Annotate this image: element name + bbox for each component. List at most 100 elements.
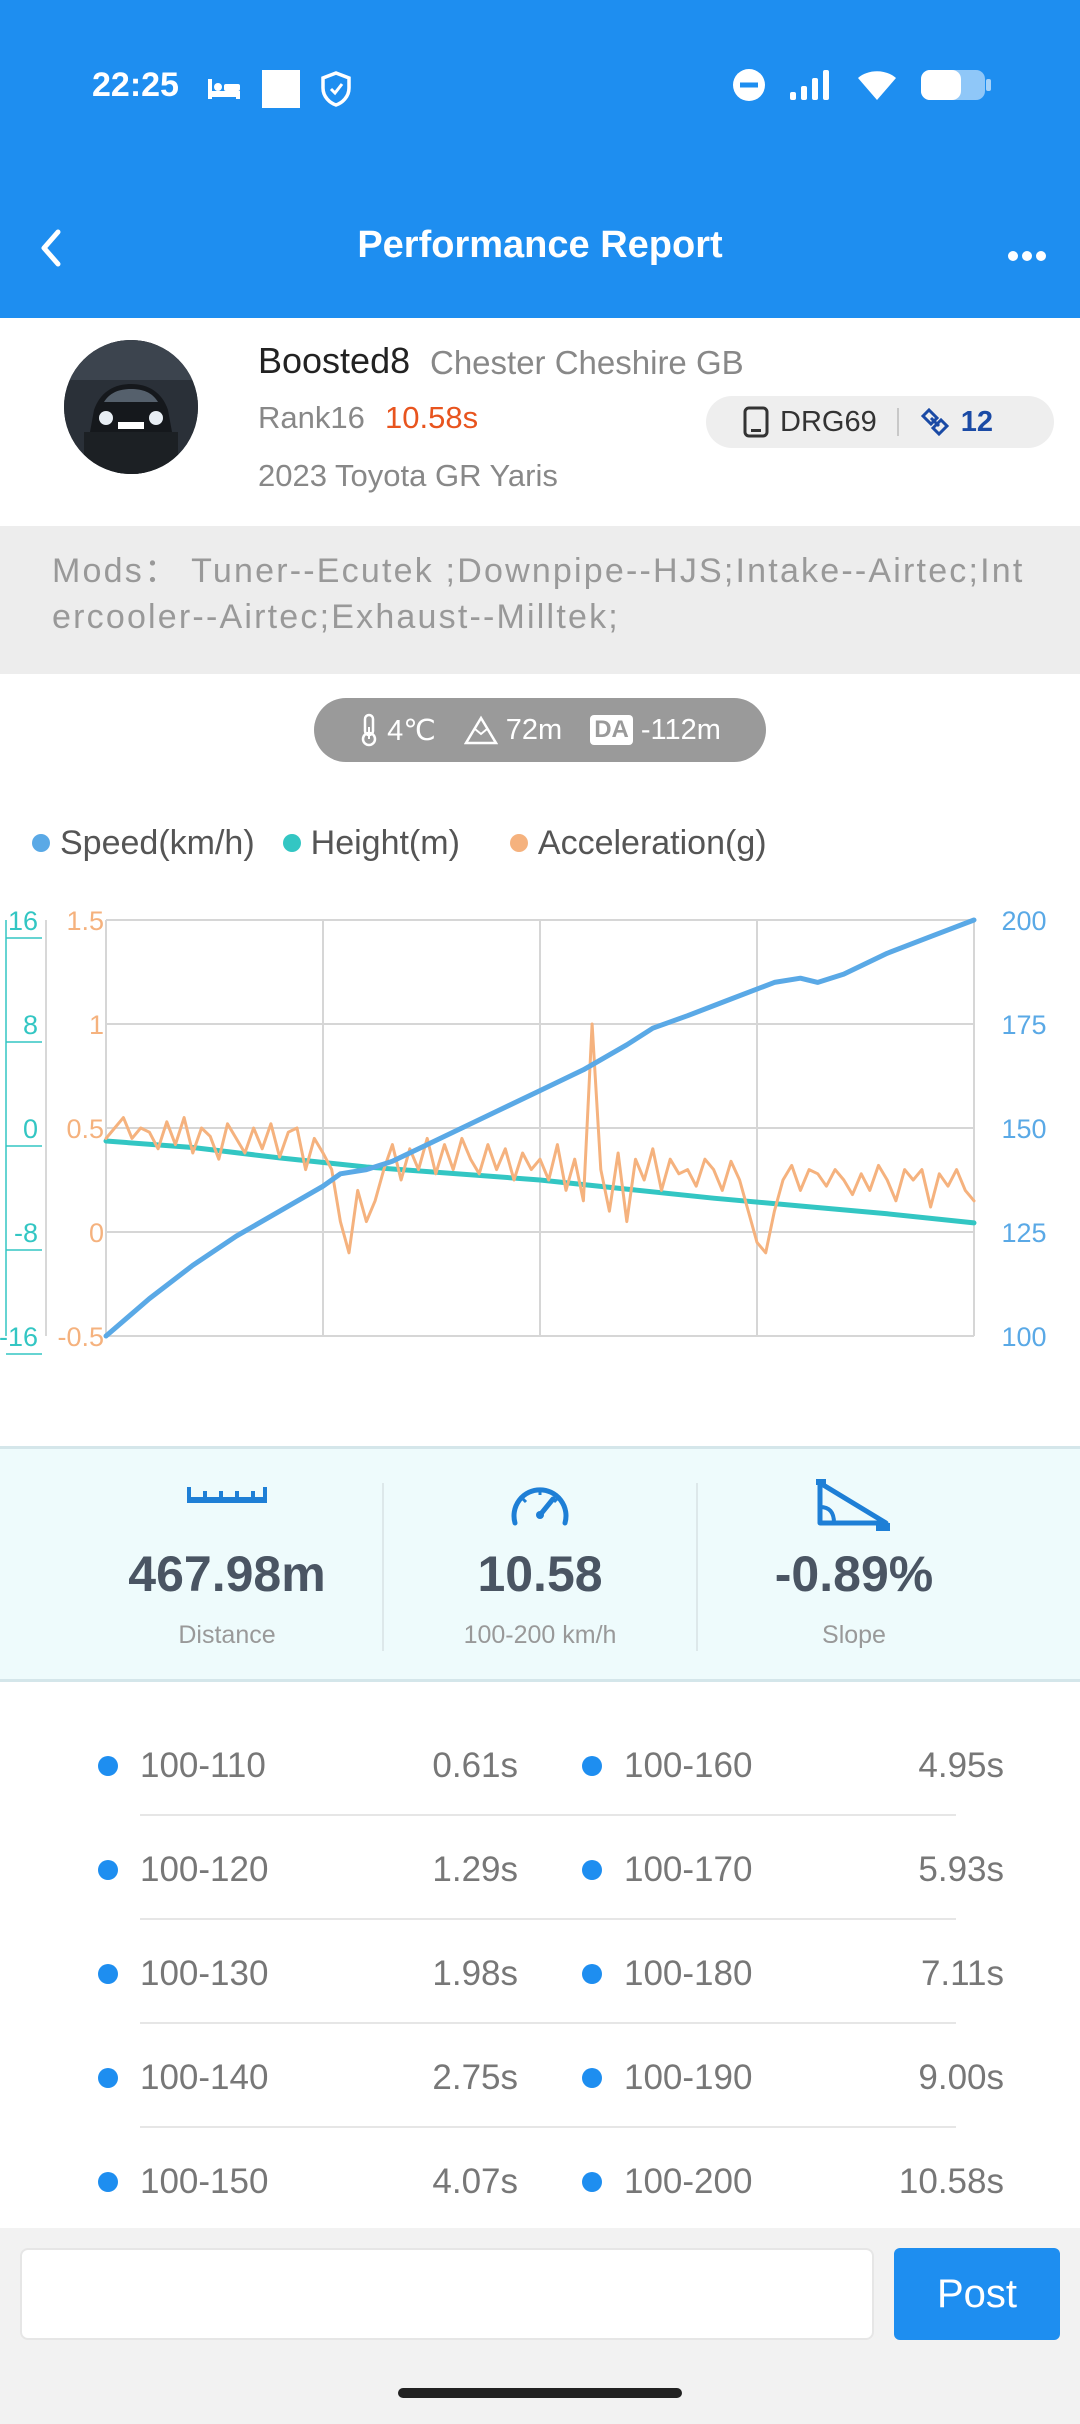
signal-icon (790, 70, 829, 100)
legend-acceleration-dot (509, 834, 528, 852)
density-altitude-value: -112m (640, 713, 721, 746)
performance-chart: 16 8 0 -8 -16 1.5 1 0.5 0 -0.5 200 175 150 125 100 (0, 906, 1047, 1355)
stat-slope: -0.89% Slope (697, 1449, 1011, 1685)
bed-icon (208, 79, 240, 99)
height-series-line (103, 1138, 977, 1226)
pill-divider (896, 408, 899, 436)
username: Boosted8 (258, 340, 411, 381)
device-icon (743, 406, 769, 438)
table-row: 100-150 4.07s 100-200 10.58s (0, 2128, 1080, 2232)
stat-value: 467.98m (128, 1546, 326, 1602)
device-pill: DRG69 12 (706, 396, 1054, 448)
nav-bar: Performance Report (0, 210, 1080, 290)
speed-tick-label: 200 (1001, 906, 1046, 936)
car-photo-image (64, 340, 198, 474)
split-bullet (98, 2068, 118, 2088)
legend-acceleration[interactable]: Acceleration(g) (509, 824, 767, 863)
device-id: DRG69 (780, 405, 877, 438)
satellite-icon (920, 407, 949, 437)
altitude-value: 72m (505, 713, 563, 746)
speed-tick-label: 175 (1001, 1010, 1046, 1040)
accel-tick-label: 1 (89, 1010, 104, 1040)
row-divider (140, 1814, 956, 1816)
row-divider (140, 2126, 956, 2128)
avatar[interactable] (64, 340, 198, 474)
table-row: 100-130 1.98s 100-180 7.11s (0, 1920, 1080, 2024)
split-cell: 100-150 4.07s (98, 2128, 518, 2232)
stats-panel: 467.98m Distance 10.58 100-200 km/h -0.8… (0, 1446, 1080, 1682)
mountain-icon (463, 715, 498, 745)
height-tick-label: -16 (0, 1322, 38, 1352)
chart-legend: Speed(km/h) Height(m) Acceleration(g) (32, 818, 795, 868)
split-cell: 100-200 10.58s (582, 2128, 1004, 2232)
split-cell: 100-130 1.98s (98, 1920, 518, 2024)
legend-height[interactable]: Height(m) (282, 824, 460, 863)
split-bullet (98, 1756, 118, 1776)
split-bullet (98, 1860, 118, 1880)
split-bullet (98, 1964, 118, 1984)
split-cell: 100-190 9.00s (582, 2024, 1004, 2128)
speed-series-line (103, 917, 977, 1339)
mods-text: Mods： Tuner--Ecutek ;Downpipe--HJS;Intak… (0, 526, 1080, 674)
legend-height-dot (282, 834, 301, 852)
da-badge: DA (590, 715, 633, 745)
car-model: 2023 Toyota GR Yaris (258, 458, 558, 493)
stat-label: 100-200 km/h (463, 1621, 617, 1649)
header: 22:25 Performance Report (0, 0, 1080, 318)
profile-card: Boosted8 Chester Cheshire GB Rank16 10.5… (0, 318, 1080, 526)
status-bar: 22:25 (0, 60, 1080, 120)
table-row: 100-110 0.61s 100-160 4.95s (0, 1712, 1080, 1816)
battery-icon (921, 70, 991, 100)
split-cell: 100-180 7.11s (582, 1920, 1004, 2024)
square-notification-icon (262, 70, 300, 108)
split-bullet (582, 1860, 602, 1880)
table-row: 100-120 1.29s 100-170 5.93s (0, 1816, 1080, 1920)
height-tick-label: 8 (23, 1010, 38, 1040)
table-row: 100-140 2.75s 100-190 9.00s (0, 2024, 1080, 2128)
split-cell: 100-170 5.93s (582, 1816, 1004, 1920)
acceleration-series-line (104, 1022, 976, 1255)
rank-time: 10.58s (385, 400, 479, 435)
accel-tick-label: -0.5 (57, 1322, 104, 1352)
legend-speed[interactable]: Speed(km/h) (32, 824, 255, 863)
split-bullet (582, 2172, 602, 2192)
split-cell: 100-110 0.61s (98, 1712, 518, 1816)
stat-speed-range: 10.58 100-200 km/h (383, 1449, 697, 1685)
gesture-bar (0, 2364, 1080, 2424)
user-location: Chester Cheshire GB (430, 344, 744, 381)
split-bullet (98, 2172, 118, 2192)
height-tick-label: 16 (8, 906, 38, 936)
stat-distance: 467.98m Distance (70, 1449, 384, 1685)
stat-value: 10.58 (477, 1546, 603, 1602)
more-options-icon[interactable] (990, 218, 1060, 278)
speed-tick-label: 125 (1001, 1218, 1046, 1248)
legend-speed-dot (32, 834, 50, 852)
rank-label: Rank16 (258, 400, 365, 435)
split-cell: 100-160 4.95s (582, 1712, 1004, 1816)
split-cell: 100-140 2.75s (98, 2024, 518, 2128)
post-button[interactable]: Post (894, 2248, 1060, 2340)
split-cell: 100-120 1.29s (98, 1816, 518, 1920)
stat-label: Slope (822, 1621, 886, 1649)
status-time: 22:25 (92, 66, 179, 104)
splits-table: 100-110 0.61s 100-160 4.95s 100-120 1.29s 1… (0, 1712, 1080, 2232)
do-not-disturb-icon (733, 69, 765, 101)
speed-tick-label: 150 (1001, 1114, 1046, 1144)
environment-pill: 4℃ 72m DA -112m (314, 698, 766, 762)
height-tick-label: 0 (23, 1114, 38, 1144)
shield-icon (321, 71, 351, 107)
split-bullet (582, 1756, 602, 1776)
speedometer-icon (511, 1487, 569, 1526)
speed-tick-label: 100 (1001, 1322, 1046, 1352)
home-indicator[interactable] (398, 2388, 682, 2398)
split-bullet (582, 1964, 602, 1984)
slope-icon (816, 1479, 890, 1531)
stat-divider (382, 1483, 384, 1651)
page-title: Performance Report (357, 224, 723, 266)
stat-label: Distance (178, 1621, 276, 1649)
thermometer-icon (361, 713, 377, 747)
comment-input[interactable] (20, 2248, 874, 2340)
back-chevron-icon[interactable] (24, 218, 84, 278)
comment-bar: Post (0, 2228, 1080, 2364)
